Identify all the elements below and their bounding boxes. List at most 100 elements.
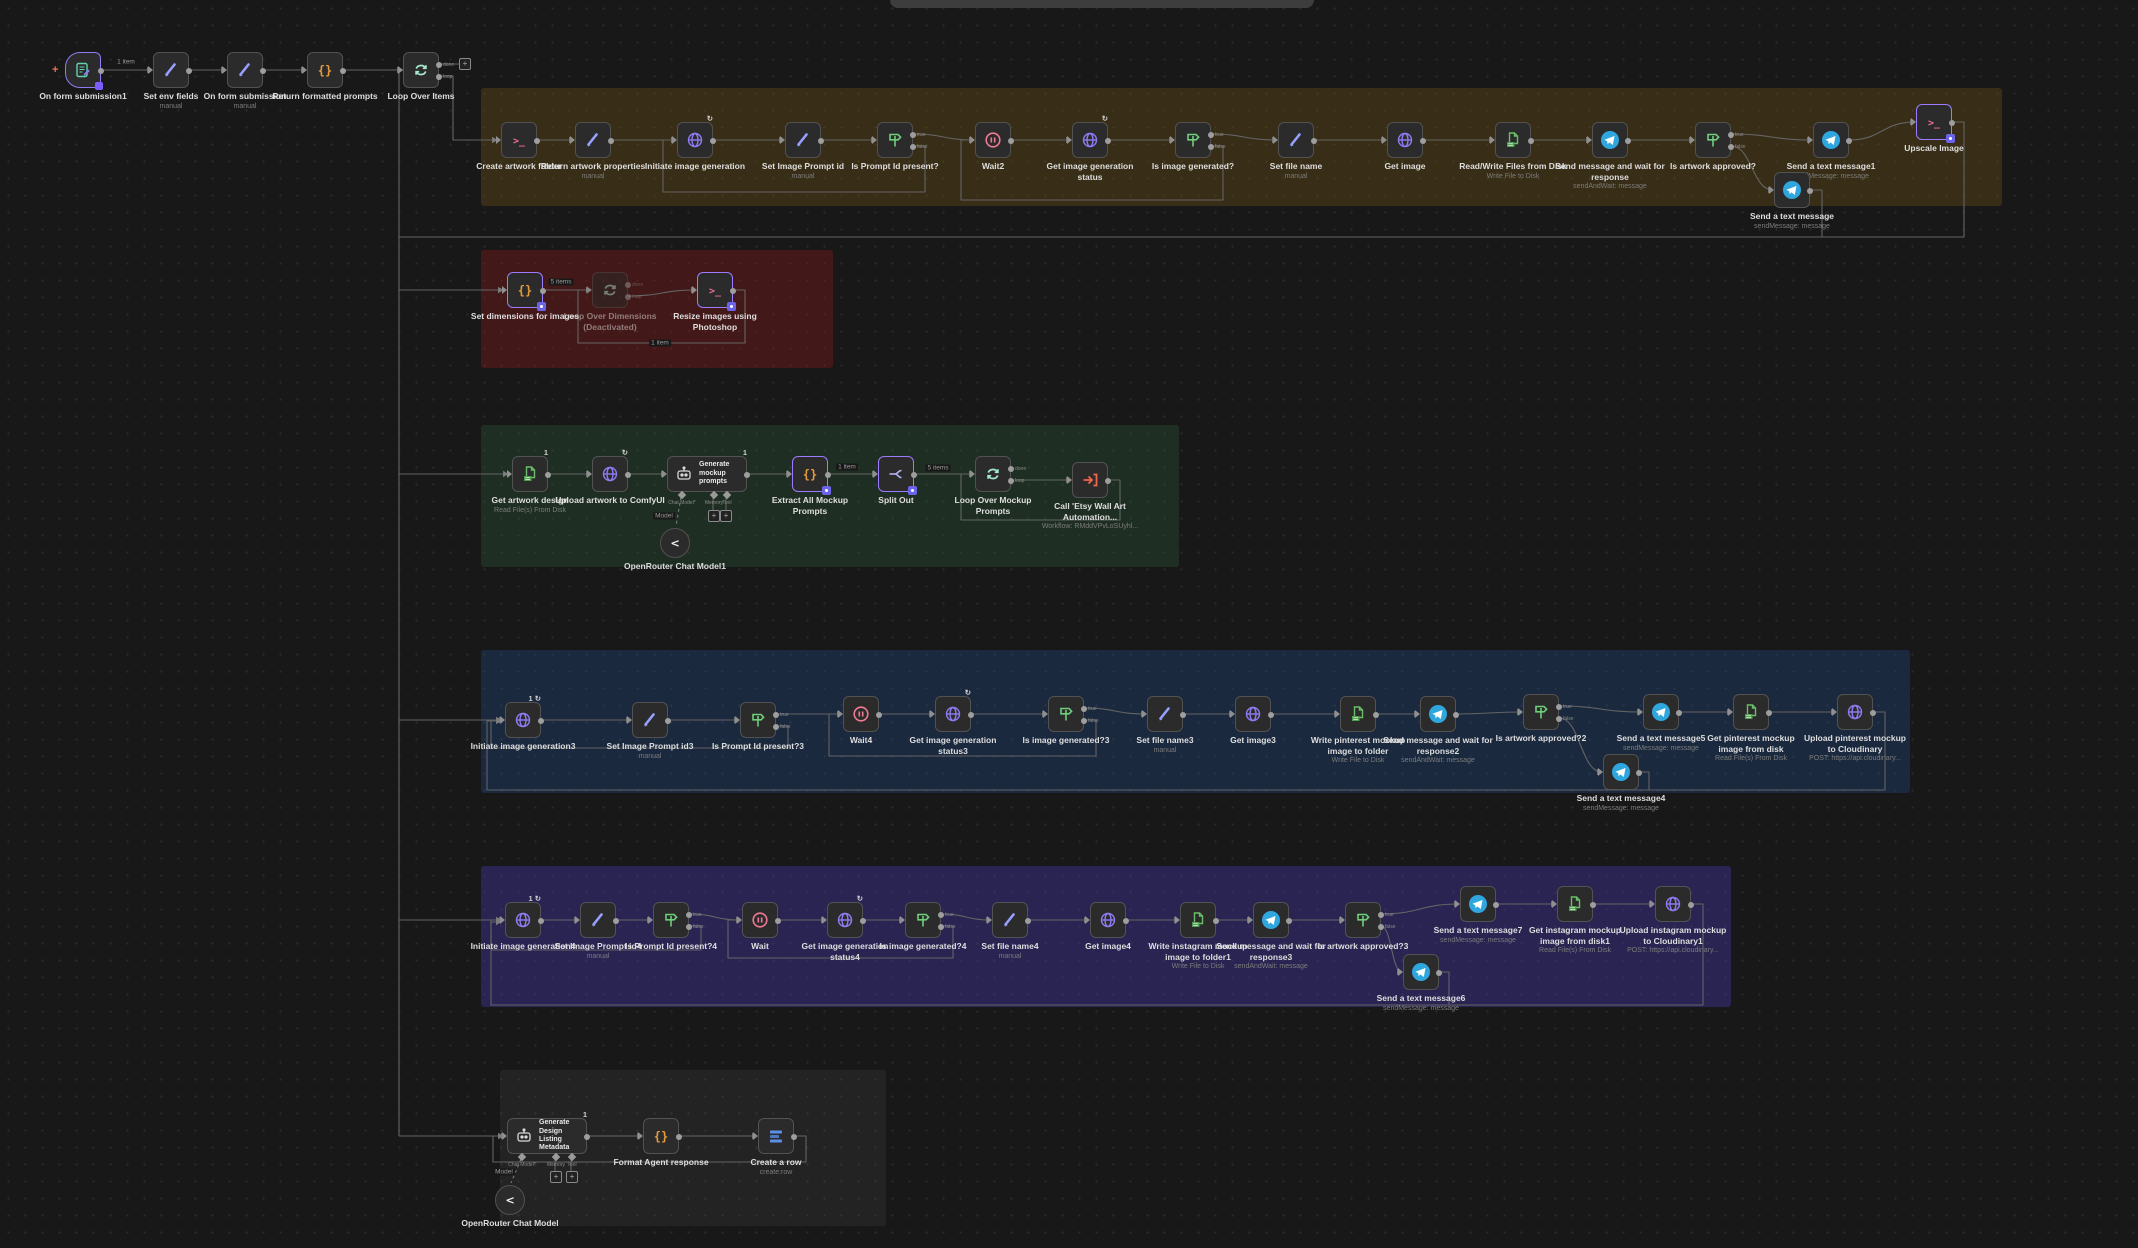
output-port[interactable] (676, 1134, 682, 1140)
output-port[interactable] (545, 472, 551, 478)
input-port[interactable] (900, 916, 905, 924)
input-port[interactable] (302, 66, 307, 74)
output-port[interactable] (710, 138, 716, 144)
top-toolbar-stub[interactable] (890, 0, 1314, 8)
output-port[interactable] (186, 68, 192, 74)
output-port[interactable] (613, 918, 619, 924)
input-port[interactable] (1518, 708, 1523, 716)
add-node-button[interactable]: + (550, 1171, 562, 1183)
wait[interactable]: Wait (737, 902, 781, 951)
input-port[interactable] (873, 470, 878, 478)
set-image-prompt-id3[interactable]: Set Image Prompt id3 manual (607, 702, 693, 760)
input-port[interactable] (502, 1132, 507, 1140)
output-port-false[interactable] (1556, 716, 1562, 722)
add-node-button[interactable]: + (459, 58, 471, 70)
output-port[interactable] (608, 138, 614, 144)
output-port[interactable] (534, 138, 540, 144)
input-port[interactable] (780, 136, 785, 144)
output-port[interactable] (1870, 710, 1876, 716)
output-port[interactable] (1311, 138, 1317, 144)
send-a-text-message5[interactable]: Send a text message5 sendMessage: message (1617, 694, 1705, 752)
set-file-name4[interactable]: Set file name4 manual (981, 902, 1039, 960)
input-port[interactable] (735, 716, 740, 724)
output-port[interactable] (1688, 902, 1694, 908)
input-port[interactable] (692, 286, 697, 294)
input-port[interactable] (1598, 768, 1603, 776)
output-port-true[interactable] (686, 912, 692, 918)
input-port[interactable] (838, 710, 843, 718)
output-port-false[interactable] (910, 144, 916, 150)
initiate-image-generation4[interactable]: 1 ↻ Initiate image generation4 (471, 894, 576, 951)
call-etsy-wall-art-automation[interactable]: Call 'Etsy Wall Art Automation... Workflo… (1042, 462, 1138, 530)
is-image-generated4[interactable]: true false Is image generated?4 (880, 902, 966, 951)
wait4[interactable]: Wait4 (838, 696, 882, 745)
output-port[interactable] (260, 68, 266, 74)
input-port[interactable] (148, 66, 153, 74)
input-port[interactable] (1455, 900, 1460, 908)
input-port[interactable] (570, 136, 575, 144)
is-prompt-id-present3[interactable]: true false Is Prompt Id present?3 (712, 702, 804, 751)
output-port[interactable] (1420, 138, 1426, 144)
return-artwork-properties[interactable]: Return artwork properties manual (541, 122, 645, 180)
is-artwork-approved[interactable]: true false Is artwork approved? (1670, 122, 1756, 171)
output-port[interactable] (1008, 138, 1014, 144)
input-port[interactable] (1690, 136, 1695, 144)
input-port[interactable] (1085, 916, 1090, 924)
output-port[interactable] (1636, 770, 1642, 776)
return-formatted-prompts[interactable]: {} Return formatted prompts (272, 52, 378, 101)
openrouter-chat-model[interactable]: < OpenRouter Chat Model (461, 1185, 559, 1228)
initiate-image-generation[interactable]: ↻ Initiate image generation (645, 114, 745, 171)
is-prompt-id-present4[interactable]: true false Is Prompt Id present?4 (625, 902, 717, 951)
input-port[interactable] (1175, 916, 1180, 924)
output-port[interactable] (1676, 710, 1682, 716)
output-port-false[interactable] (1208, 144, 1214, 150)
output-port[interactable] (911, 472, 917, 478)
input-port[interactable] (930, 710, 935, 718)
send-message-and-wait-for-response[interactable]: Send message and wait for response sendAn… (1555, 122, 1665, 190)
is-image-generated[interactable]: true false Is image generated? (1152, 122, 1234, 171)
input-port[interactable] (822, 916, 827, 924)
output-port[interactable] (340, 68, 346, 74)
get-image-generation-status3[interactable]: ↻ Get image generation status3 (910, 688, 997, 756)
write-instagram-mockup-image-to-folder1[interactable]: Write instagram mockup image to folder1 W… (1148, 902, 1248, 970)
input-port[interactable] (1335, 710, 1340, 718)
get-image3[interactable]: Get image3 (1230, 696, 1276, 745)
output-port[interactable] (730, 288, 736, 294)
is-image-generated3[interactable]: true false Is image generated?3 (1023, 696, 1109, 745)
input-port[interactable] (575, 916, 580, 924)
loop-over-mockup-prompts[interactable]: done loop Loop Over Mockup Prompts (955, 456, 1031, 516)
input-port[interactable] (787, 470, 792, 478)
input-port[interactable] (1142, 710, 1147, 718)
input-port[interactable] (1552, 900, 1557, 908)
input-port[interactable] (987, 916, 992, 924)
input-port[interactable] (1170, 136, 1175, 144)
add-node-button[interactable]: + (566, 1171, 578, 1183)
input-port[interactable] (1490, 136, 1495, 144)
input-port[interactable] (496, 136, 501, 144)
output-port-true[interactable] (1378, 912, 1384, 918)
output-port[interactable] (1766, 710, 1772, 716)
send-message-and-wait-for-response2[interactable]: Send message and wait for response2 sendA… (1383, 696, 1493, 764)
input-port[interactable] (627, 716, 632, 724)
output-port[interactable] (825, 472, 831, 478)
output-port[interactable] (744, 472, 750, 478)
add-node-button[interactable]: + (708, 510, 720, 522)
output-port[interactable] (1213, 918, 1219, 924)
output-port-loop[interactable] (625, 294, 631, 300)
input-port[interactable] (1728, 708, 1733, 716)
output-port[interactable] (1528, 138, 1534, 144)
output-port[interactable] (1625, 138, 1631, 144)
upload-artwork-to-comfyui[interactable]: ↻ Upload artwork to ComfyUI (555, 448, 665, 505)
output-port-loop[interactable] (436, 74, 442, 80)
set-env-fields[interactable]: Set env fields manual (144, 52, 198, 110)
get-image-generation-status4[interactable]: ↻ Get image generation status4 (802, 894, 889, 962)
input-port[interactable] (1248, 916, 1253, 924)
output-port-loop[interactable] (1008, 478, 1014, 484)
input-port[interactable] (1769, 186, 1774, 194)
upscale-image[interactable]: >_ Upscale Image (1904, 104, 1964, 153)
openrouter-chat-model1[interactable]: < OpenRouter Chat Model1 (624, 528, 726, 571)
output-port[interactable] (1493, 902, 1499, 908)
upload-instagram-mockup-to-cloudinary1[interactable]: Upload instagram mockup to Cloudinary1 PO… (1620, 886, 1726, 954)
output-port[interactable] (860, 918, 866, 924)
